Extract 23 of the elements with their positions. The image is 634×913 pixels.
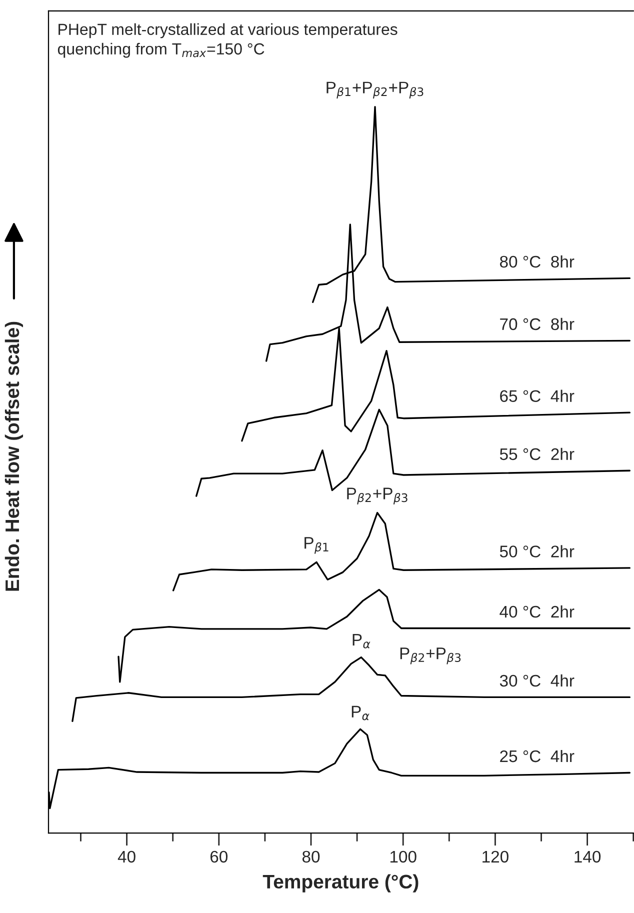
series-label: 70 °C 8hr (500, 318, 574, 330)
series-label: 25 °C 4hr (500, 750, 574, 762)
x-axis-title: Temperature (°C) (262, 874, 418, 892)
annotation: P$_{β2}$+P$_{β3}$ (400, 648, 461, 664)
annotation: P$_{β2}$+P$_{β3}$ (347, 488, 408, 504)
annotation: P$_{β1}$+P$_{β2}$+P$_{β3}$ (326, 82, 424, 98)
x-tick-label: 120 (482, 850, 508, 863)
x-tick-label: 60 (210, 850, 228, 863)
series-label: 40 °C 2hr (500, 605, 574, 618)
chart-title: PHepT melt-crystallized at various temperatures quenching from T$_{max}$=150 °C (58, 23, 398, 58)
x-tick-label: 140 (574, 850, 601, 863)
annotation: P$_{α}$ (352, 634, 370, 648)
annotation: P$_{β1}$ (304, 537, 328, 554)
y-axis-title: Endo. Heat flow (offset scale) (4, 322, 24, 591)
series-label: 55 °C 2hr (500, 448, 574, 460)
series-label: 50 °C 2hr (500, 545, 574, 558)
series-label: 80 °C 8hr (500, 255, 574, 268)
series-label: 65 °C 4hr (500, 390, 574, 402)
x-tick-label: 80 (302, 850, 320, 863)
annotation: P$_{α}$ (352, 706, 370, 720)
x-tick-label: 40 (118, 850, 136, 863)
series-label: 30 °C 4hr (500, 674, 574, 687)
x-tick-label: 100 (390, 850, 416, 863)
